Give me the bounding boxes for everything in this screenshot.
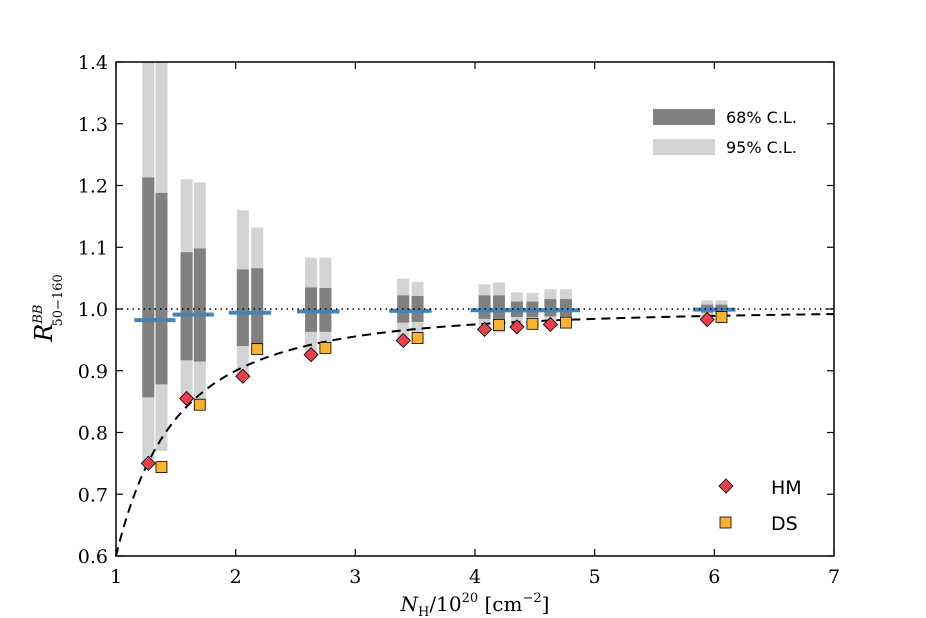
legend-hm-label: HM (771, 477, 802, 499)
x-tick-label-6: 7 (828, 566, 840, 588)
point-hm-0 (140, 455, 156, 471)
band-68-14 (544, 299, 557, 317)
point-hm-7 (542, 316, 558, 333)
band-median-3 (185, 312, 214, 317)
legend-ds-marker (719, 516, 732, 529)
x-tick-label-0: 1 (110, 566, 122, 588)
legend-ds-label: DS (771, 513, 798, 535)
y-tick-label-7: 1.3 (78, 114, 108, 136)
model-curve (115, 313, 835, 557)
point-ds-2 (251, 343, 264, 356)
band-68-1 (155, 192, 168, 385)
axis-ticks: 1 2 3 4 5 6 7 0.6 0.7 0.8 0.9 1.0 1.1 1.2 1.3 1.4 (78, 52, 840, 588)
band-median-6 (297, 309, 326, 314)
band-median-11 (484, 308, 513, 313)
band-median-15 (551, 308, 580, 313)
band-68-10 (478, 295, 491, 319)
legend-68-swatch (653, 109, 715, 125)
band-68-5 (251, 268, 264, 345)
band-68-15 (559, 299, 572, 317)
y-tick-label-0: 0.6 (78, 546, 108, 568)
band-68-0 (142, 177, 155, 398)
y-tick-label-1: 0.7 (78, 484, 108, 506)
point-ds-0 (155, 461, 168, 473)
legend-95-swatch (653, 139, 715, 155)
x-tick-label-2: 3 (349, 566, 361, 588)
point-hm-6 (509, 319, 525, 335)
point-hm-8 (699, 311, 715, 328)
band-median-9 (403, 308, 432, 313)
point-hm-3 (303, 347, 319, 363)
point-ds-8 (715, 311, 728, 323)
point-hm-2 (235, 368, 251, 384)
legend-68-label: 68% C.L. (726, 108, 797, 127)
x-tick-label-3: 4 (469, 566, 481, 588)
legend-95-label: 95% C.L. (726, 138, 797, 157)
x-tick-label-4: 5 (589, 566, 601, 588)
point-hm-4 (395, 332, 411, 349)
band-median-5 (243, 310, 272, 315)
point-ds-3 (319, 342, 332, 354)
legend-bands: 68% C.L. 95% C.L. (653, 108, 797, 157)
band-median-16 (693, 307, 722, 312)
point-ds-7 (560, 316, 572, 329)
band-68-2 (180, 252, 193, 361)
y-axis-label: RBB 50−160 (30, 274, 66, 342)
legend-hm-marker (718, 478, 734, 494)
band-median-14 (536, 308, 565, 313)
y-tick-label-5: 1.1 (78, 237, 108, 259)
point-ds-1 (193, 398, 206, 411)
band-median-7 (311, 309, 340, 314)
y-tick-label-3: 0.9 (78, 361, 108, 383)
band-68-3 (193, 248, 206, 362)
y-tick-label-6: 1.2 (78, 176, 108, 198)
x-tick-label-5: 6 (708, 566, 720, 588)
y-tick-label-4: 1.0 (78, 299, 108, 321)
y-tick-label-8: 1.4 (78, 52, 108, 74)
point-ds-5 (493, 319, 505, 331)
point-hm-1 (179, 390, 195, 407)
band-median-1 (147, 318, 176, 323)
band-median-8 (389, 308, 418, 313)
point-hm-5 (477, 321, 493, 337)
band-68-4 (236, 269, 249, 347)
point-ds-4 (411, 332, 424, 344)
band-median-4 (228, 310, 257, 315)
x-tick-label-1: 2 (230, 566, 242, 588)
confidence-bands (134, 62, 736, 464)
data-points (140, 311, 728, 473)
band-median-12 (502, 308, 531, 313)
point-ds-6 (526, 317, 539, 330)
legend-markers: HM DS (718, 477, 802, 535)
band-median-10 (470, 308, 499, 313)
y-tick-label-2: 0.8 (78, 423, 108, 445)
band-median-13 (518, 308, 547, 313)
x-axis-label: NH/1020 [cm−2] (400, 591, 550, 618)
model-curve-group (115, 313, 835, 557)
band-68-11 (492, 295, 505, 319)
